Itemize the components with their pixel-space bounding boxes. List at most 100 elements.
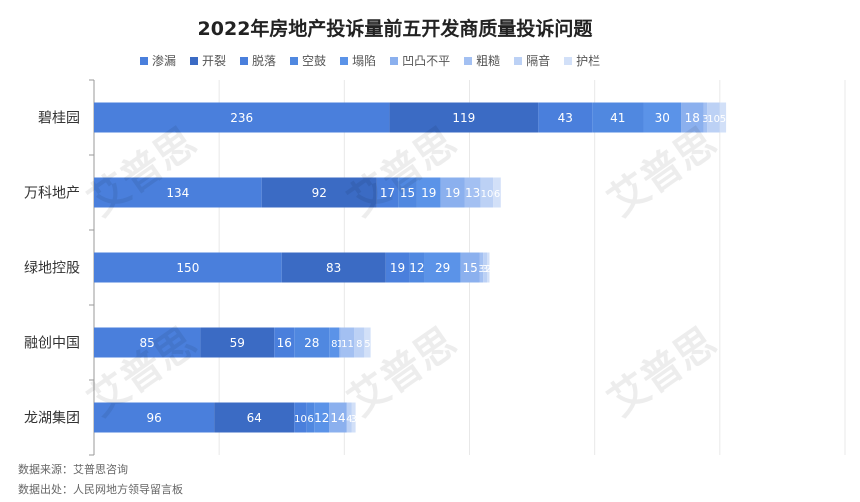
data-label: 13: [465, 186, 480, 200]
bar-segment: [398, 177, 417, 208]
legend-label: 凹凸不平: [402, 54, 451, 68]
data-label: 5: [720, 114, 726, 125]
data-label: 3: [478, 264, 484, 275]
legend-item: 隔音: [514, 52, 550, 69]
bar-segment: [94, 252, 282, 283]
data-label: 10: [707, 114, 720, 125]
bar-segment: [538, 102, 593, 133]
legend-label: 护栏: [576, 54, 601, 68]
data-label: 12: [314, 411, 329, 425]
data-label: 119: [452, 111, 475, 125]
bar-segment: [281, 252, 386, 283]
data-label: 59: [230, 336, 245, 350]
legend-label: 粗糙: [476, 54, 501, 68]
data-label: 15: [400, 186, 415, 200]
data-label: 83: [326, 261, 341, 275]
data-label: 11: [341, 339, 354, 350]
bar-segment: [464, 177, 481, 208]
data-label: 96: [146, 411, 161, 425]
data-label: 19: [445, 186, 460, 200]
bar-segment: [643, 102, 682, 133]
legend-label: 空鼓: [302, 54, 327, 68]
data-label: 17: [380, 186, 395, 200]
bar-segment: [306, 402, 315, 433]
legend-item: 护栏: [564, 52, 600, 69]
data-label: 19: [421, 186, 436, 200]
category-label: 碧桂园: [38, 111, 80, 127]
data-label: 8: [356, 339, 362, 350]
chart-title: 2022年房地产投诉量前五开发商质量投诉问题: [197, 18, 593, 40]
data-label: 150: [176, 261, 199, 275]
legend-swatch: [564, 56, 573, 65]
legend-swatch: [340, 56, 349, 65]
bar-segment: [329, 402, 347, 433]
category-label: 龙湖集团: [24, 410, 80, 427]
bar-segment: [385, 252, 410, 283]
bar-segment: [416, 177, 441, 208]
data-label: 41: [610, 111, 625, 125]
data-label: 92: [312, 186, 327, 200]
bar-segment: [94, 402, 215, 433]
legend-label: 开裂: [202, 54, 227, 68]
legend-label: 脱落: [252, 54, 277, 68]
bar-segment: [339, 327, 341, 358]
data-label: 43: [558, 111, 573, 125]
data-label: 64: [247, 411, 262, 425]
data-label: 16: [277, 336, 292, 350]
bar-segment: [94, 102, 390, 133]
bar-segment: [261, 177, 377, 208]
bar-segment: [354, 327, 365, 358]
bar-segment: [329, 327, 340, 358]
bar-segment: [483, 252, 488, 283]
bar-segment: [94, 177, 262, 208]
data-label: 29: [435, 261, 450, 275]
bar-segment: [346, 402, 352, 433]
legend-item: 开裂: [190, 52, 226, 69]
bar-segment: [389, 102, 539, 133]
legend-label: 塌陷: [352, 54, 377, 68]
data-label: 134: [166, 186, 189, 200]
bar-segment: [460, 252, 480, 283]
legend-label: 渗漏: [152, 54, 177, 68]
legend-swatch: [390, 56, 399, 65]
data-source: 数据来源：艾普思咨询: [18, 463, 128, 476]
bar-segment: [409, 252, 425, 283]
bar-segment: [681, 102, 704, 133]
data-label: 2: [485, 264, 491, 275]
legend-swatch: [464, 56, 473, 65]
legend: 渗漏 开裂 脱落 空鼓 塌陷 凹凸不平 粗糙 隔音 护栏: [140, 52, 700, 69]
bar-segment: [94, 327, 201, 358]
bar-segment: [351, 402, 356, 433]
legend-item: 凹凸不平: [390, 52, 450, 69]
bar-segment: [314, 402, 330, 433]
data-label: 12: [409, 261, 424, 275]
data-label: 3: [351, 414, 357, 425]
footer: 数据来源：艾普思咨询 数据出处：人民网地方领导留言板: [18, 460, 183, 500]
bar-segment: [479, 252, 484, 283]
legend-item: 脱落: [240, 52, 276, 69]
category-label: 万科地产: [24, 186, 80, 202]
legend-label: 隔音: [526, 54, 551, 68]
data-label: 8: [331, 339, 337, 350]
data-label: 6: [307, 414, 313, 425]
data-label: 6: [494, 189, 500, 200]
bar-segment: [707, 102, 720, 133]
legend-swatch: [190, 56, 199, 65]
legend-item: 粗糙: [464, 52, 500, 69]
bar-segment: [376, 177, 399, 208]
bar-segment: [487, 252, 490, 283]
data-label: 15: [462, 261, 477, 275]
bar-segment: [703, 102, 708, 133]
data-label: 18: [685, 111, 700, 125]
category-label: 绿地控股: [24, 261, 80, 277]
data-label: 14: [330, 411, 345, 425]
legend-swatch: [514, 56, 523, 65]
bar-segment: [440, 177, 465, 208]
legend-swatch: [290, 56, 299, 65]
bar-segment: [592, 102, 644, 133]
legend-item: 空鼓: [290, 52, 326, 69]
legend-swatch: [140, 56, 148, 65]
bar-segment: [364, 327, 371, 358]
legend-item: 渗漏: [140, 52, 176, 69]
